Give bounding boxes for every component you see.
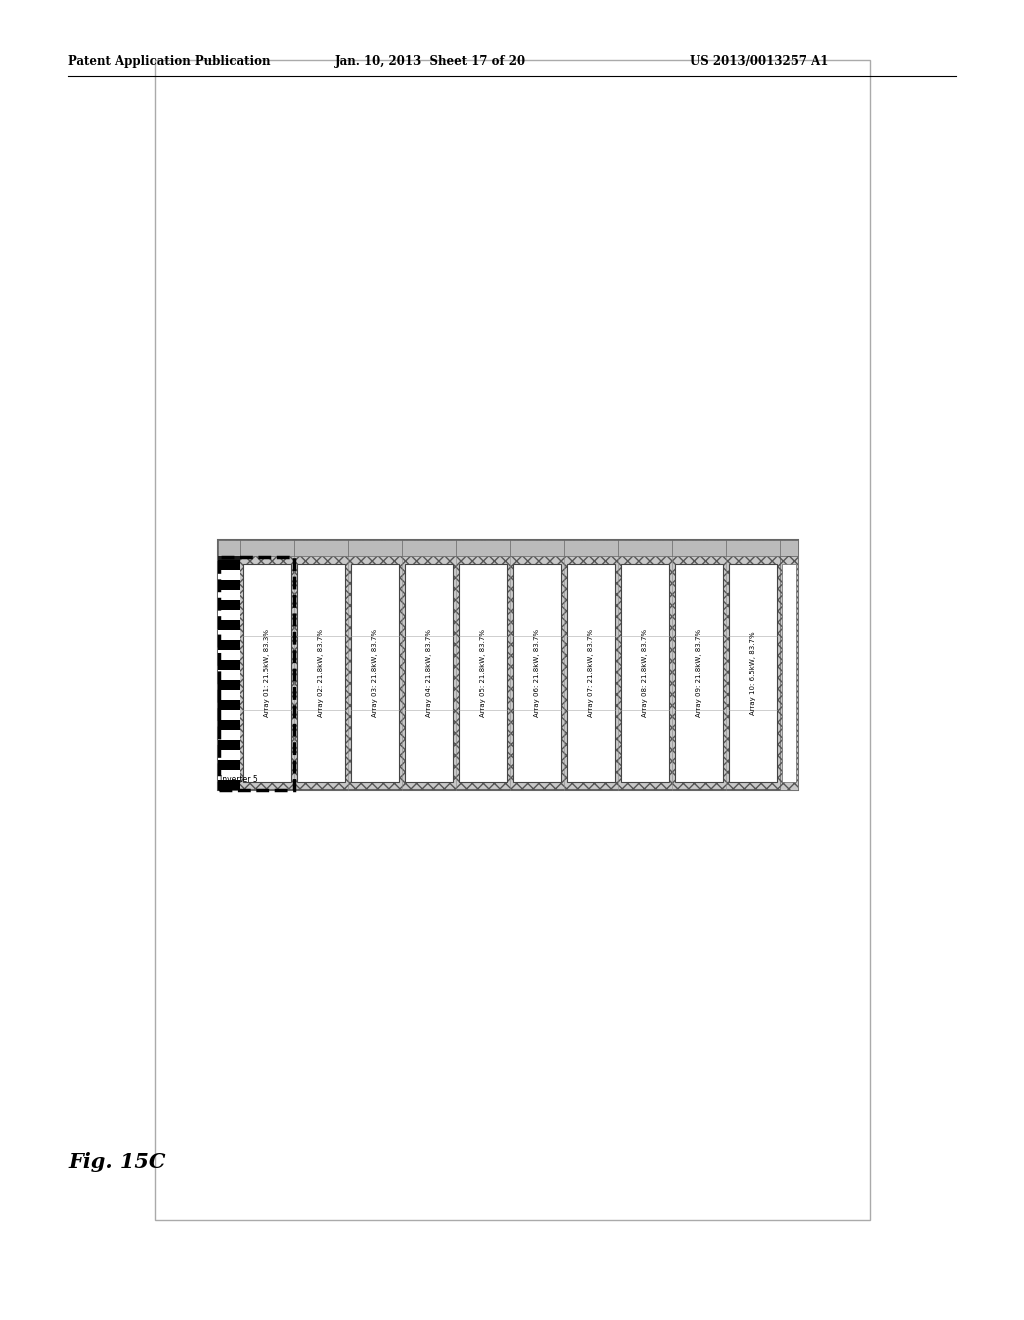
Bar — [218, 601, 240, 610]
Text: Array 08: 21.8kW, 83.7%: Array 08: 21.8kW, 83.7% — [642, 628, 648, 717]
Bar — [155, 59, 870, 1220]
Bar — [218, 770, 240, 780]
Bar — [218, 760, 240, 770]
Bar — [780, 556, 798, 789]
Bar — [218, 540, 798, 556]
Bar — [218, 730, 240, 741]
Bar — [729, 564, 777, 781]
Bar — [218, 640, 240, 649]
Bar — [459, 564, 507, 781]
Bar — [621, 564, 669, 781]
Bar — [218, 719, 240, 730]
Bar — [218, 780, 240, 789]
Bar — [218, 710, 240, 719]
Bar — [780, 556, 798, 789]
Bar — [218, 540, 798, 789]
Bar — [218, 620, 240, 630]
Bar — [218, 690, 240, 700]
Bar — [297, 564, 345, 781]
Text: Array 06: 21.8kW, 83.7%: Array 06: 21.8kW, 83.7% — [534, 628, 540, 717]
Text: Array 03: 21.8kW, 83.7%: Array 03: 21.8kW, 83.7% — [372, 628, 378, 717]
Text: Inverter 5: Inverter 5 — [220, 775, 258, 784]
Text: Jan. 10, 2013  Sheet 17 of 20: Jan. 10, 2013 Sheet 17 of 20 — [335, 55, 525, 69]
Bar — [218, 660, 240, 671]
Text: Array 05: 21.8kW, 83.7%: Array 05: 21.8kW, 83.7% — [480, 630, 486, 717]
Bar — [218, 590, 240, 601]
Bar — [243, 564, 291, 781]
Bar — [218, 750, 240, 760]
Text: Array 10: 6.5kW, 83.7%: Array 10: 6.5kW, 83.7% — [750, 631, 756, 715]
Bar — [218, 540, 798, 789]
Bar — [218, 649, 240, 660]
Text: Array 01: 21.5kW, 83.3%: Array 01: 21.5kW, 83.3% — [264, 630, 270, 717]
Bar — [218, 570, 240, 579]
Bar — [218, 741, 240, 750]
Text: Fig. 15C: Fig. 15C — [68, 1152, 166, 1172]
Bar — [218, 560, 240, 570]
Bar — [218, 700, 240, 710]
Text: Array 09: 21.8kW, 83.7%: Array 09: 21.8kW, 83.7% — [696, 628, 702, 717]
Bar — [218, 680, 240, 690]
Bar — [782, 564, 796, 781]
Text: Array 02: 21.8kW, 83.7%: Array 02: 21.8kW, 83.7% — [318, 630, 324, 717]
Text: Patent Application Publication: Patent Application Publication — [68, 55, 270, 69]
Bar — [218, 610, 240, 620]
Text: US 2013/0013257 A1: US 2013/0013257 A1 — [690, 55, 828, 69]
Bar — [675, 564, 723, 781]
Bar — [218, 557, 294, 789]
Bar — [218, 556, 240, 789]
Bar — [218, 579, 240, 590]
Bar — [513, 564, 561, 781]
Bar — [218, 671, 240, 680]
Bar — [567, 564, 615, 781]
Bar — [218, 630, 240, 640]
Text: Array 04: 21.8kW, 83.7%: Array 04: 21.8kW, 83.7% — [426, 630, 432, 717]
Text: Array 07: 21.8kW, 83.7%: Array 07: 21.8kW, 83.7% — [588, 628, 594, 717]
Bar — [406, 564, 453, 781]
Bar — [351, 564, 399, 781]
